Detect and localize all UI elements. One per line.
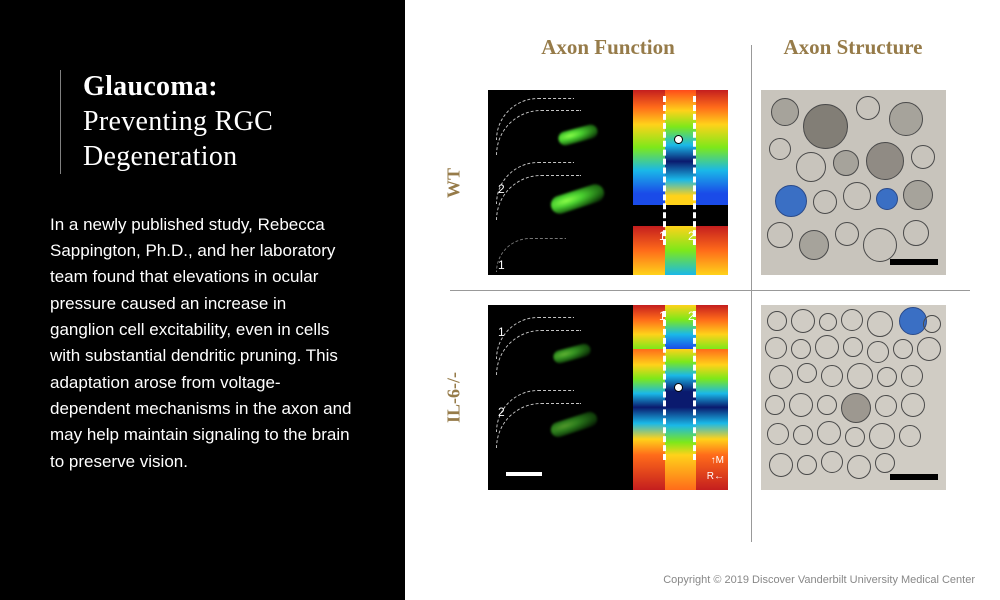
trace-label-1b: 1 [498,325,505,339]
axon-structure-wt-image [761,90,946,275]
axon-function-wt-image: 2 1 [488,90,728,275]
column-header-function: Axon Function [473,35,743,75]
title-bold: Glaucoma: [83,70,365,104]
figure-grid: Axon Function Axon Structure WT 2 1 [435,35,970,505]
title-block: Glaucoma: Preventing RGC Degeneration [60,70,365,174]
column-header-structure: Axon Structure [743,35,963,75]
trace-label-1: 1 [498,258,505,272]
text-panel: Glaucoma: Preventing RGC Degeneration In… [0,0,405,600]
title-subtitle: Preventing RGC Degeneration [83,104,365,174]
cell-wt-structure [743,75,963,290]
figure-panel: Axon Function Axon Structure WT 2 1 [405,0,1000,600]
cell-il6-function: 1 2 [473,290,743,505]
trace-label-2: 2 [498,182,505,196]
heatmap-wt: 1 2 [633,90,728,275]
row-label-wt: WT [435,75,473,290]
copyright-text: Copyright © 2019 Discover Vanderbilt Uni… [663,574,975,586]
trace-label-2b: 2 [498,405,505,419]
cell-wt-function: 2 1 [473,75,743,290]
grid-corner [435,35,473,75]
row-label-il6: IL-6-/- [435,290,473,505]
cell-il6-structure [743,290,963,505]
heatmap-il6: 1 2 ↑M R← [633,305,728,490]
axon-function-il6-image: 1 2 [488,305,728,490]
body-text: In a newly published study, Rebecca Sapp… [50,212,365,475]
axon-structure-il6-image [761,305,946,490]
